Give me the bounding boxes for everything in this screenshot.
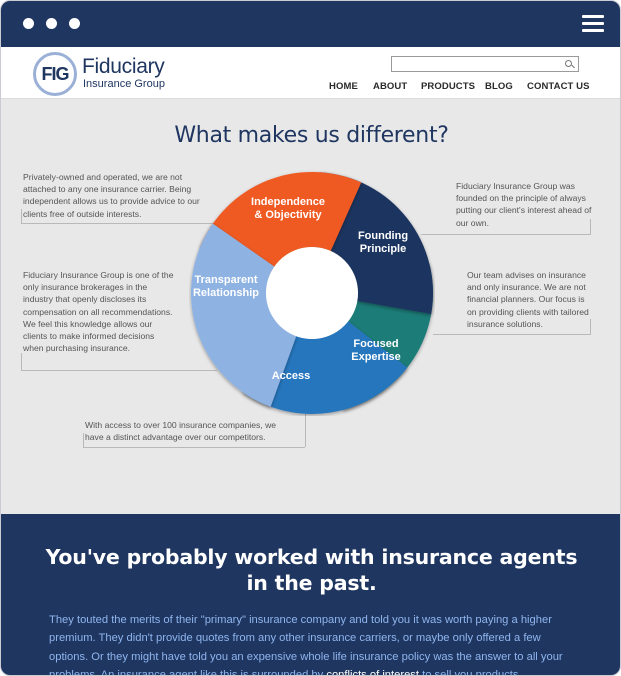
leader-line [21,370,217,371]
differentiators-wheel: Independence & Objectivity Founding Prin… [191,172,433,414]
nav-blog[interactable]: BLOG [485,81,513,92]
window-dot-icon[interactable] [69,18,80,29]
callout-transparent: Fiduciary Insurance Group is one of the … [23,270,174,354]
agents-section-text: They touted the merits of their "primary… [49,611,579,676]
agents-text-part: They touted the merits of their "primary… [49,614,563,676]
leader-line [21,223,233,224]
agents-text-part: to sell you products [419,669,519,676]
wheel-label-founding[interactable]: Founding [358,230,408,242]
leader-line [83,447,305,448]
leader-line [305,413,306,447]
agents-section: You've probably worked with insurance ag… [1,514,620,676]
logo-tagline: Insurance Group [83,78,165,90]
search-box[interactable] [391,56,579,74]
logo-mark[interactable]: FIG [33,52,77,96]
wheel-segment-independence[interactable] [191,223,297,407]
window-dot-icon[interactable] [46,18,57,29]
nav-contact-us[interactable]: CONTACT US [527,81,590,92]
callout-access: With access to over 100 insurance compan… [85,420,277,443]
site-header: FIG Fiduciary Insurance Group HOME ABOUT… [1,47,620,99]
hamburger-menu-icon[interactable] [582,15,604,33]
callout-founding: Fiduciary Insurance Group was founded on… [456,181,592,228]
wheel-label-focused[interactable]: Focused [353,338,398,350]
search-icon[interactable] [565,60,572,67]
conflicts-of-interest-link[interactable]: conflicts of interest [326,669,420,676]
leader-line [21,353,22,370]
leader-line [433,334,591,335]
nav-home[interactable]: HOME [329,81,358,92]
wheel-label-access[interactable]: Access [272,370,311,382]
wheel-center [266,247,358,339]
wheel-label-founding-line2[interactable]: Principle [360,243,406,255]
callout-independence: Privately-owned and operated, we are not… [23,172,200,219]
leader-line [83,433,84,447]
leader-line [21,209,22,223]
logo-name[interactable]: Fiduciary [82,55,165,78]
wheel-label-independence[interactable]: Independence [251,196,325,208]
main-nav: HOME ABOUT PRODUCTS BLOG CONTACT US [1,81,620,95]
section-title: What makes us different? [174,123,449,148]
window-dot-icon[interactable] [23,18,34,29]
wheel-label-transparent[interactable]: Transparent [195,274,258,286]
callout-focused: Our team advises on insurance and only i… [467,270,589,329]
nav-products[interactable]: PRODUCTS [421,81,476,92]
wheel-label-focused-line2[interactable]: Expertise [351,351,401,363]
leader-line [421,234,591,235]
nav-about[interactable]: ABOUT [373,81,408,92]
search-input[interactable] [392,60,562,74]
window-title-bar [1,1,620,47]
wheel-label-independence-line2[interactable]: & Objectivity [254,209,322,221]
leader-line [590,319,591,334]
agents-section-title: You've probably worked with insurance ag… [45,545,578,595]
leader-line [590,219,591,234]
wheel-label-transparent-line2[interactable]: Relationship [193,287,259,299]
